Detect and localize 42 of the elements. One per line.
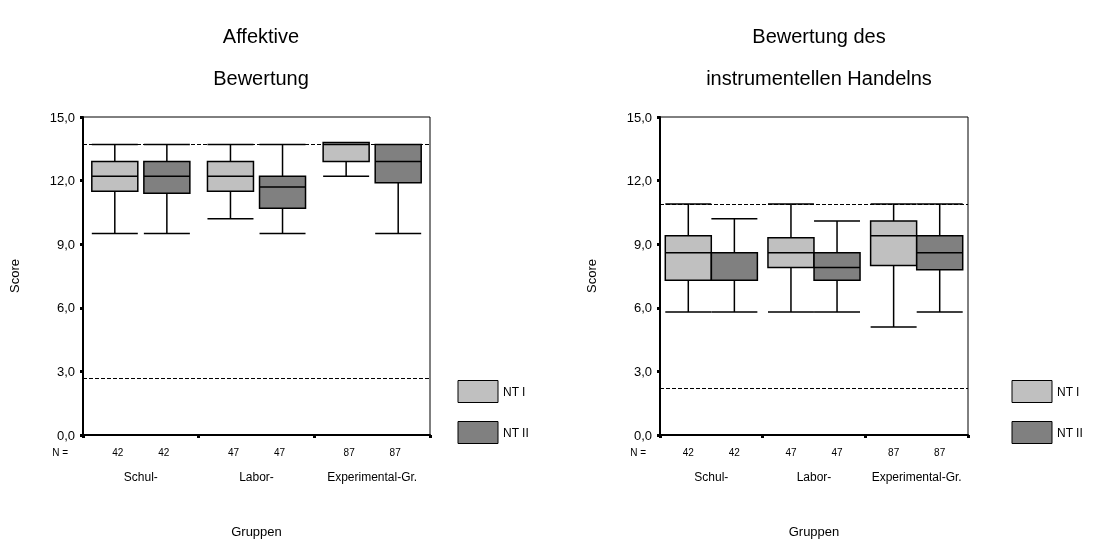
x-tick-label: Labor- (796, 470, 832, 484)
text: 42 (158, 446, 170, 458)
text: 42 (728, 446, 741, 458)
y-tick-label: 6,0 (633, 300, 652, 316)
y-tick-label: 15,0 (626, 109, 652, 125)
y-tick-label: 15,0 (49, 109, 75, 125)
text: 47 (785, 446, 797, 458)
x-axis-title: Gruppen (788, 524, 840, 539)
y-tick-label: 9,0 (633, 236, 652, 252)
text: 42 (682, 446, 695, 458)
x-tick-label: Schul- (694, 470, 729, 484)
legend-label: NT I (503, 384, 526, 399)
x-tick-label: Experimental-Gr. (327, 470, 418, 484)
y-tick-label: 9,0 (56, 236, 75, 252)
text: N = (52, 446, 69, 458)
y-axis-title: Score (584, 259, 599, 293)
text: 87 (389, 446, 402, 458)
text: 87 (888, 446, 900, 458)
text: 42 (112, 446, 124, 458)
y-tick-label: 0,0 (56, 427, 75, 443)
chart-title: Affektive Bewertung (213, 25, 309, 89)
y-tick-label: 6,0 (56, 300, 75, 316)
text: 47 (831, 446, 843, 458)
text: N = (630, 446, 647, 458)
text: 87 (343, 446, 356, 458)
y-tick-label: 0,0 (633, 427, 652, 443)
y-tick-label: 12,0 (49, 173, 75, 189)
legend-label: NT II (503, 425, 529, 440)
x-tick-label: Schul- (123, 470, 158, 484)
chart-title: Bewertung des instrumentellen Handelns (706, 25, 932, 89)
y-tick-label: 3,0 (56, 363, 75, 379)
text: 87 (934, 446, 946, 458)
legend-label: NT II (1057, 425, 1083, 440)
x-tick-label: Labor- (239, 470, 274, 484)
x-axis-title: Gruppen (231, 524, 282, 539)
x-tick-label: Experimental-Gr. (871, 470, 962, 484)
y-tick-label: 3,0 (633, 363, 652, 379)
text: 47 (227, 446, 240, 458)
text: 47 (273, 446, 286, 458)
y-tick-label: 12,0 (626, 173, 652, 189)
y-axis-title: Score (7, 259, 22, 293)
legend-label: NT I (1057, 384, 1080, 399)
